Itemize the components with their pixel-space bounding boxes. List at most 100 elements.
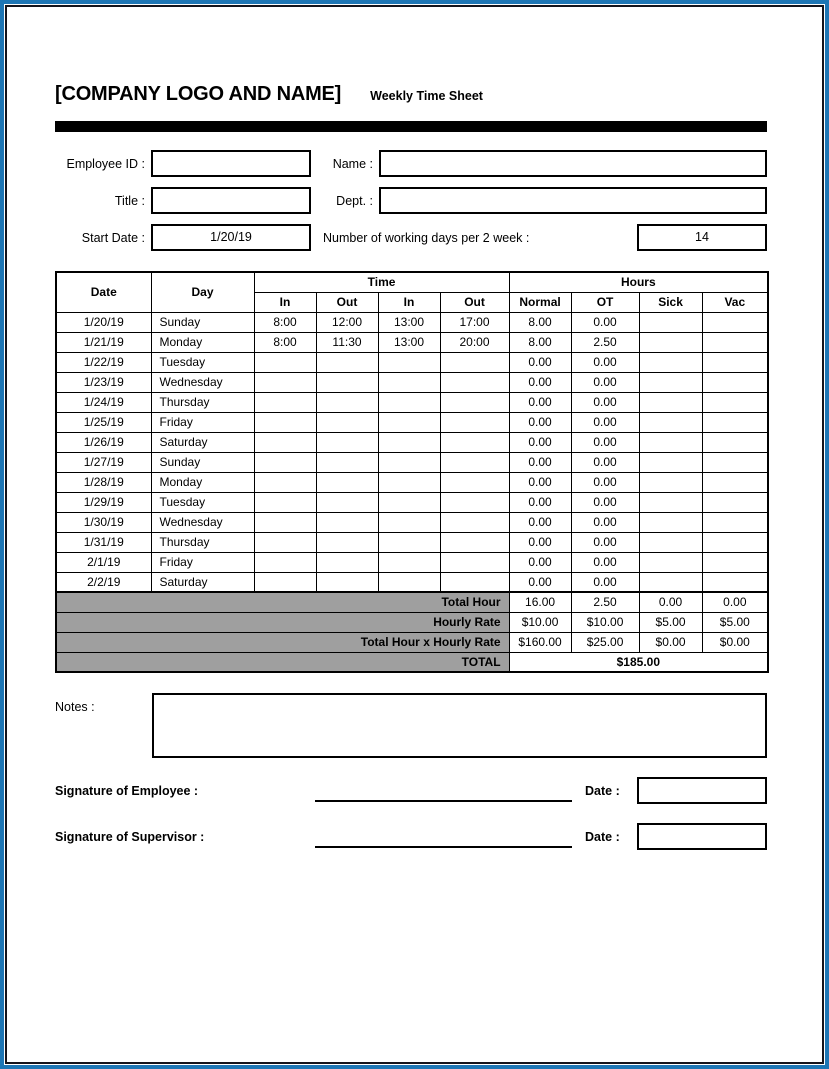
sick-hours-cell[interactable]	[638, 431, 703, 453]
time-in1-cell[interactable]	[253, 371, 317, 393]
time-in1-cell[interactable]	[253, 451, 317, 473]
sick-hours-cell[interactable]	[638, 551, 703, 573]
time-out1-cell[interactable]	[315, 471, 379, 493]
time-out2-cell[interactable]	[439, 391, 510, 413]
vac-hours-cell[interactable]	[701, 451, 769, 473]
sick-hours-cell[interactable]	[638, 371, 703, 393]
summary-value-cell[interactable]: $5.00	[701, 611, 769, 633]
start-date-field[interactable]: 1/20/19	[151, 224, 311, 251]
signature-employee-date-field[interactable]	[637, 777, 767, 804]
title-field[interactable]	[151, 187, 311, 214]
vac-hours-cell[interactable]	[701, 491, 769, 513]
vac-hours-cell[interactable]	[701, 511, 769, 533]
time-in2-cell[interactable]	[377, 531, 441, 553]
signature-employee-line[interactable]	[315, 775, 572, 802]
sick-hours-cell[interactable]	[638, 491, 703, 513]
time-in1-cell[interactable]	[253, 531, 317, 553]
time-in1-cell[interactable]	[253, 491, 317, 513]
summary-value-cell[interactable]: $5.00	[638, 611, 703, 633]
time-out2-cell[interactable]	[439, 531, 510, 553]
employee-id-field[interactable]	[151, 150, 311, 177]
name-field[interactable]	[379, 150, 767, 177]
time-out1-cell[interactable]	[315, 451, 379, 473]
time-in1-cell[interactable]	[253, 391, 317, 413]
time-out2-cell[interactable]: 20:00	[439, 331, 510, 353]
sick-hours-cell[interactable]	[638, 471, 703, 493]
col-group-time: Time	[253, 271, 510, 293]
time-out2-cell[interactable]	[439, 571, 510, 593]
time-out2-cell[interactable]	[439, 511, 510, 533]
sick-hours-cell[interactable]	[638, 391, 703, 413]
time-out2-cell[interactable]	[439, 431, 510, 453]
vac-hours-cell[interactable]	[701, 571, 769, 593]
time-out1-cell[interactable]	[315, 531, 379, 553]
time-in2-cell[interactable]	[377, 451, 441, 473]
time-out1-cell[interactable]	[315, 511, 379, 533]
time-in2-cell[interactable]	[377, 411, 441, 433]
sick-hours-cell[interactable]	[638, 411, 703, 433]
time-in2-cell[interactable]	[377, 491, 441, 513]
sick-hours-cell[interactable]	[638, 351, 703, 373]
time-in1-cell[interactable]	[253, 571, 317, 593]
sick-hours-cell[interactable]	[638, 511, 703, 533]
sick-hours-cell[interactable]	[638, 311, 703, 333]
time-in1-cell[interactable]	[253, 551, 317, 573]
time-in2-cell[interactable]	[377, 391, 441, 413]
time-out2-cell[interactable]	[439, 371, 510, 393]
vac-hours-cell[interactable]	[701, 531, 769, 553]
sick-hours-cell[interactable]	[638, 451, 703, 473]
time-out2-cell[interactable]	[439, 411, 510, 433]
time-in2-cell[interactable]: 13:00	[377, 311, 441, 333]
summary-value-cell[interactable]: $10.00	[570, 611, 640, 633]
time-out1-cell[interactable]	[315, 371, 379, 393]
time-in1-cell[interactable]: 8:00	[253, 311, 317, 333]
vac-hours-cell[interactable]	[701, 371, 769, 393]
time-in2-cell[interactable]: 13:00	[377, 331, 441, 353]
time-in2-cell[interactable]	[377, 551, 441, 573]
time-out1-cell[interactable]	[315, 571, 379, 593]
time-out2-cell[interactable]: 17:00	[439, 311, 510, 333]
time-in2-cell[interactable]	[377, 371, 441, 393]
time-in1-cell[interactable]	[253, 411, 317, 433]
time-in1-cell[interactable]	[253, 471, 317, 493]
sick-hours-cell[interactable]	[638, 331, 703, 353]
vac-hours-cell[interactable]	[701, 411, 769, 433]
time-in2-cell[interactable]	[377, 431, 441, 453]
signature-supervisor-date-field[interactable]	[637, 823, 767, 850]
vac-hours-cell[interactable]	[701, 311, 769, 333]
time-out1-cell[interactable]	[315, 491, 379, 513]
time-out1-cell[interactable]	[315, 411, 379, 433]
sick-hours-cell[interactable]	[638, 531, 703, 553]
sick-hours-cell[interactable]	[638, 571, 703, 593]
notes-field[interactable]	[152, 693, 767, 758]
time-in1-cell[interactable]	[253, 511, 317, 533]
vac-hours-cell[interactable]	[701, 351, 769, 373]
time-out2-cell[interactable]	[439, 551, 510, 573]
time-in1-cell[interactable]	[253, 351, 317, 373]
time-out2-cell[interactable]	[439, 471, 510, 493]
time-in2-cell[interactable]	[377, 471, 441, 493]
dept-field[interactable]	[379, 187, 767, 214]
time-in1-cell[interactable]: 8:00	[253, 331, 317, 353]
time-in1-cell[interactable]	[253, 431, 317, 453]
working-days-field[interactable]: 14	[637, 224, 767, 251]
time-out1-cell[interactable]	[315, 391, 379, 413]
time-out1-cell[interactable]	[315, 351, 379, 373]
vac-hours-cell[interactable]	[701, 471, 769, 493]
vac-hours-cell[interactable]	[701, 551, 769, 573]
time-out1-cell[interactable]: 11:30	[315, 331, 379, 353]
time-out2-cell[interactable]	[439, 351, 510, 373]
signature-supervisor-line[interactable]	[315, 821, 572, 848]
time-out2-cell[interactable]	[439, 491, 510, 513]
vac-hours-cell[interactable]	[701, 431, 769, 453]
time-out1-cell[interactable]: 12:00	[315, 311, 379, 333]
time-in2-cell[interactable]	[377, 571, 441, 593]
vac-hours-cell[interactable]	[701, 331, 769, 353]
vac-hours-cell[interactable]	[701, 391, 769, 413]
time-out1-cell[interactable]	[315, 551, 379, 573]
time-out2-cell[interactable]	[439, 451, 510, 473]
summary-value-cell[interactable]: $10.00	[508, 611, 572, 633]
time-in2-cell[interactable]	[377, 511, 441, 533]
time-in2-cell[interactable]	[377, 351, 441, 373]
time-out1-cell[interactable]	[315, 431, 379, 453]
